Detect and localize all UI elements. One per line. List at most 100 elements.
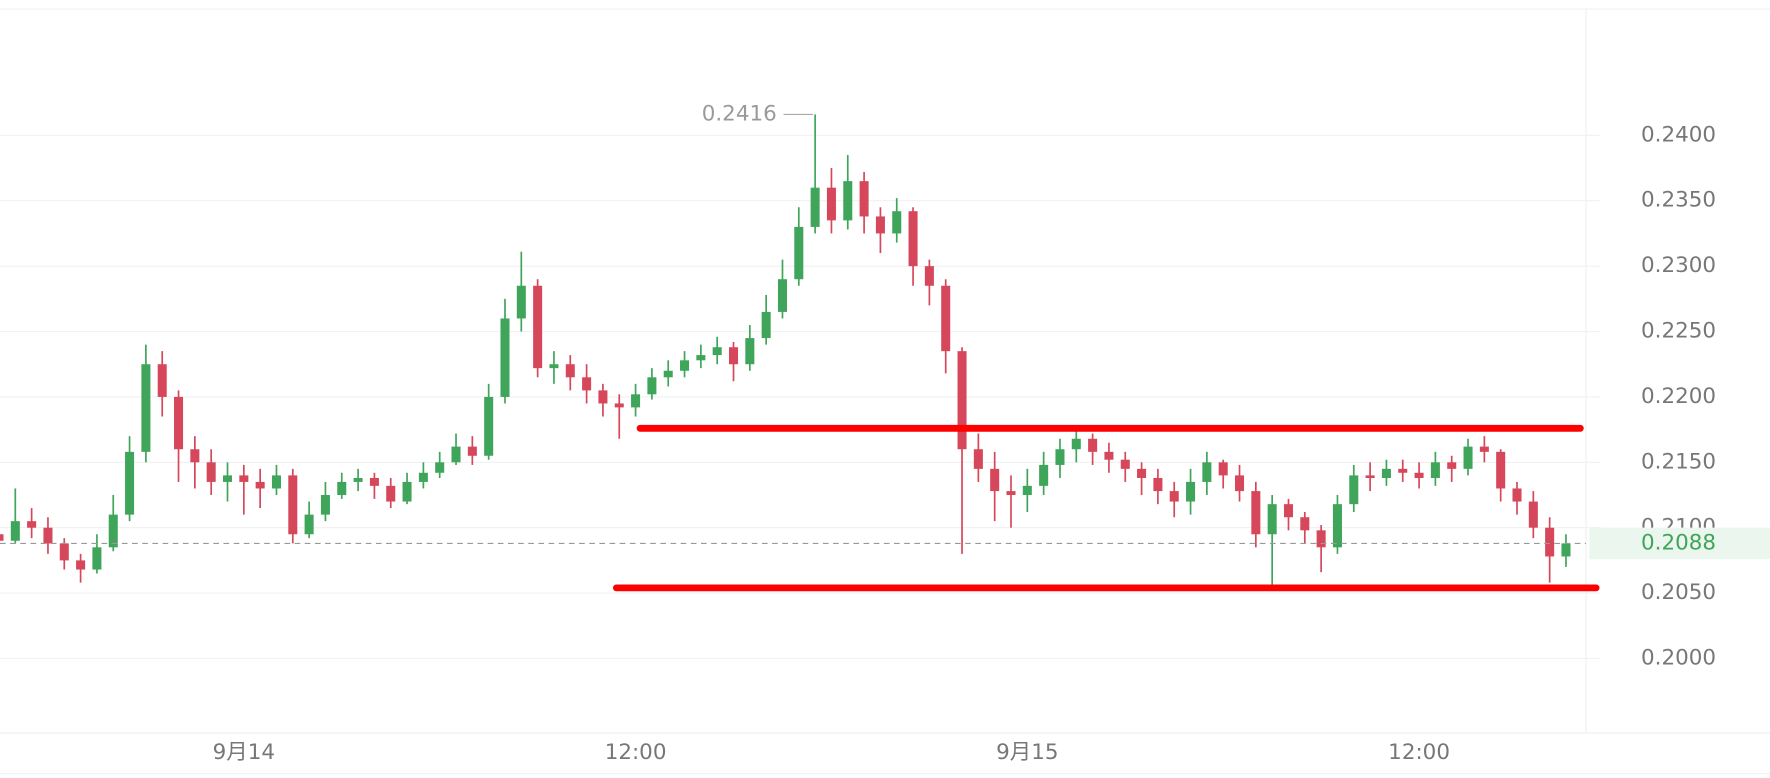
candle-body [1120,459,1130,469]
candle-body [810,187,820,227]
candle-body [1267,504,1277,535]
candle-body [484,396,494,456]
candle-body [59,543,69,561]
candle-body [320,495,330,515]
candle-body [92,547,102,570]
candle-body [582,377,592,391]
candle-body [549,364,559,369]
candle-body [941,285,951,352]
candle-body [222,475,233,482]
x-tick-label: 12:00 [605,740,667,765]
candle-body [1055,449,1065,465]
candle-body [614,403,624,408]
current-price-box [1589,527,1770,560]
candle-body [190,449,200,463]
candle-body [271,475,281,489]
candle-body [206,462,216,482]
candle-body [386,485,396,502]
current-price-label: 0.2088 [1641,530,1716,555]
y-tick-label: 0.2400 [1641,122,1716,147]
candle-body [76,560,86,570]
candle-body [859,181,869,217]
candle-body [777,279,787,312]
candle-body [288,475,298,535]
candle-body [875,216,885,234]
candle-body [1251,491,1261,535]
candle-body [1153,478,1163,492]
x-tick-label: 9月15 [996,740,1058,765]
y-tick-label: 0.2150 [1641,449,1716,474]
candle-body [957,351,967,450]
candle-body [157,364,167,397]
candle-body [516,285,526,319]
candle-body [892,211,902,234]
candle-body [174,396,184,450]
max-annotation: 0.2416 [702,101,777,126]
y-tick-label: 0.2350 [1641,188,1716,213]
candle-body [1430,462,1440,479]
candle-body [125,451,135,515]
candle-body [10,521,20,541]
candle-body [1365,475,1375,479]
candle-body [1235,475,1245,492]
y-tick-label: 0.2000 [1641,645,1716,670]
candle-body [1071,438,1081,450]
candle-body [598,390,608,404]
candle-body [1479,446,1489,452]
candle-body [467,446,477,456]
candle-body [647,377,657,395]
candle-body [908,211,918,267]
overlay: 0.2416 0.2088 [0,101,1770,592]
candle-body [1512,488,1522,502]
candle-body [353,478,363,482]
candle-body [761,311,771,339]
candle-body [712,347,722,356]
candle-body [1332,504,1342,548]
candle-body [500,318,510,397]
candle-body [369,478,379,486]
candle-body [1300,517,1310,531]
candle-body [0,534,4,541]
candle-body [745,338,755,365]
candle-body [924,266,934,286]
candle-body [533,285,543,369]
y-tick-label: 0.2200 [1641,384,1716,409]
candle-body [27,521,37,528]
candle-body [1398,468,1408,473]
y-tick-label: 0.2050 [1641,580,1716,605]
candle-body [794,226,804,280]
y-tick-label: 0.2300 [1641,253,1716,278]
candle-body [565,364,575,378]
candle-body [631,394,641,408]
candle-body [43,527,53,544]
candle-body [1496,451,1506,489]
candle-body [108,514,118,548]
candle-body [402,481,412,502]
candle-body [990,468,1000,492]
candle-body [304,514,314,535]
candle-body [728,347,739,365]
x-tick-label: 12:00 [1388,740,1450,765]
candle-body [1528,501,1538,528]
candle-body [1414,472,1424,479]
y-tick-label: 0.2250 [1641,319,1716,344]
candle-body [1104,451,1114,460]
candle-body [1447,462,1457,469]
candle-body [1006,491,1016,496]
candle-body [1022,485,1032,496]
candle-body [973,449,983,469]
x-tick-label: 9月14 [213,740,275,765]
candle-body [663,370,673,378]
candle-body [141,364,151,452]
candle-body [451,446,461,463]
candle-body [239,475,249,482]
candle-body [1381,468,1391,479]
candle-body [843,181,853,221]
candle-body [1283,504,1294,518]
candle-body [255,481,265,489]
candle-body [1545,527,1555,557]
candle-body [1039,464,1049,486]
candle-body [1463,446,1473,469]
